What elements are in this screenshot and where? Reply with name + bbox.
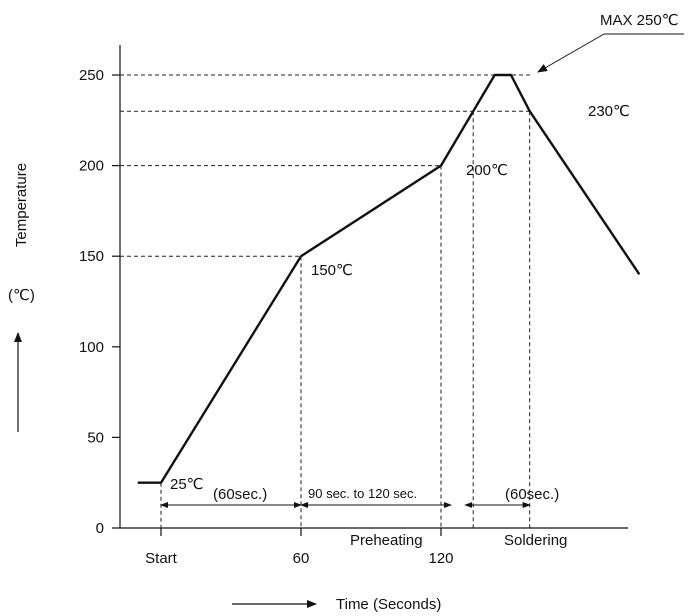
interval-first-label: (60sec.) (213, 486, 267, 503)
x-axis-ticks: Start 60 120 (145, 528, 454, 567)
guide-lines (120, 74, 532, 528)
y-tick-label: 250 (79, 67, 104, 84)
y-tick-label: 50 (87, 429, 104, 446)
y-axis-ticks: 0 50 100 150 200 250 (79, 67, 120, 537)
interval-solder-label: (60sec.) (505, 486, 559, 503)
x-axis-title: Time (Seconds) (336, 596, 441, 613)
y-axis-title: Temperature (13, 163, 30, 247)
temp-25-label: 25℃ (170, 476, 204, 493)
temp-230-label: 230℃ (588, 103, 630, 120)
y-tick-label: 200 (79, 158, 104, 175)
max-leader-arrow (537, 33, 605, 73)
x-tick-label: Start (145, 550, 178, 567)
temp-150-label: 150℃ (311, 262, 353, 279)
y-tick-label: 150 (79, 248, 104, 265)
x-tick-label: 60 (293, 550, 310, 567)
y-tick-label: 100 (79, 339, 104, 356)
phase-preheating-label: Preheating (350, 532, 423, 549)
phase-soldering-label: Soldering (504, 532, 567, 549)
interval-preheat-label: 90 sec. to 120 sec. (308, 486, 417, 501)
y-tick-label: 0 (96, 520, 104, 537)
y-axis-unit: (℃) (8, 287, 35, 304)
temp-200-label: 200℃ (466, 162, 508, 179)
x-tick-label: 120 (428, 550, 453, 567)
max-temp-label: MAX 250℃ (600, 12, 679, 29)
temperature-profile-line (137, 73, 641, 484)
